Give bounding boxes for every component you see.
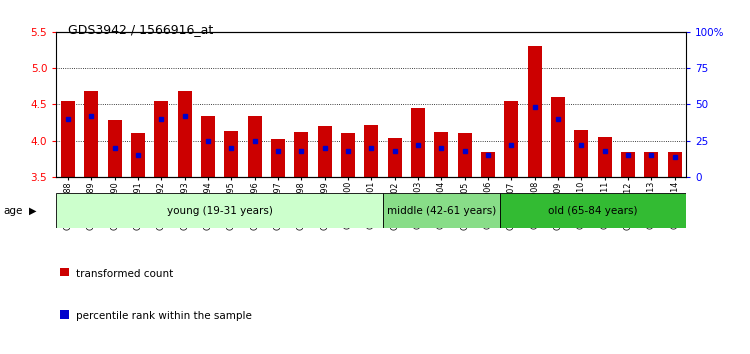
Text: young (19-31 years): young (19-31 years) [166,206,272,216]
Bar [504,101,518,177]
Bar [388,138,401,177]
Bar [84,91,98,177]
Bar [201,116,215,177]
Text: transformed count: transformed count [76,269,174,279]
Text: GDS3942 / 1566916_at: GDS3942 / 1566916_at [68,23,213,36]
Bar [551,97,565,177]
Bar [481,152,495,177]
Bar [154,101,168,177]
Bar [621,152,635,177]
Bar [271,139,285,177]
Text: ▶: ▶ [28,206,36,216]
Bar [178,91,191,177]
Text: middle (42-61 years): middle (42-61 years) [387,206,496,216]
Bar [224,131,238,177]
Bar [131,133,145,177]
Bar [458,133,472,177]
Bar [644,152,658,177]
Bar [364,125,378,177]
Bar [107,120,122,177]
Bar [56,193,383,228]
Bar [598,137,611,177]
Bar [248,116,262,177]
Bar [434,132,448,177]
Bar [500,193,686,228]
Bar [527,46,542,177]
Text: percentile rank within the sample: percentile rank within the sample [76,312,252,321]
Text: age: age [4,206,23,216]
Bar [574,130,588,177]
Bar [341,133,355,177]
Bar [383,193,500,228]
Bar [411,108,425,177]
Bar [61,101,75,177]
Text: old (65-84 years): old (65-84 years) [548,206,638,216]
Bar [668,152,682,177]
Bar [294,132,308,177]
Bar [317,126,332,177]
